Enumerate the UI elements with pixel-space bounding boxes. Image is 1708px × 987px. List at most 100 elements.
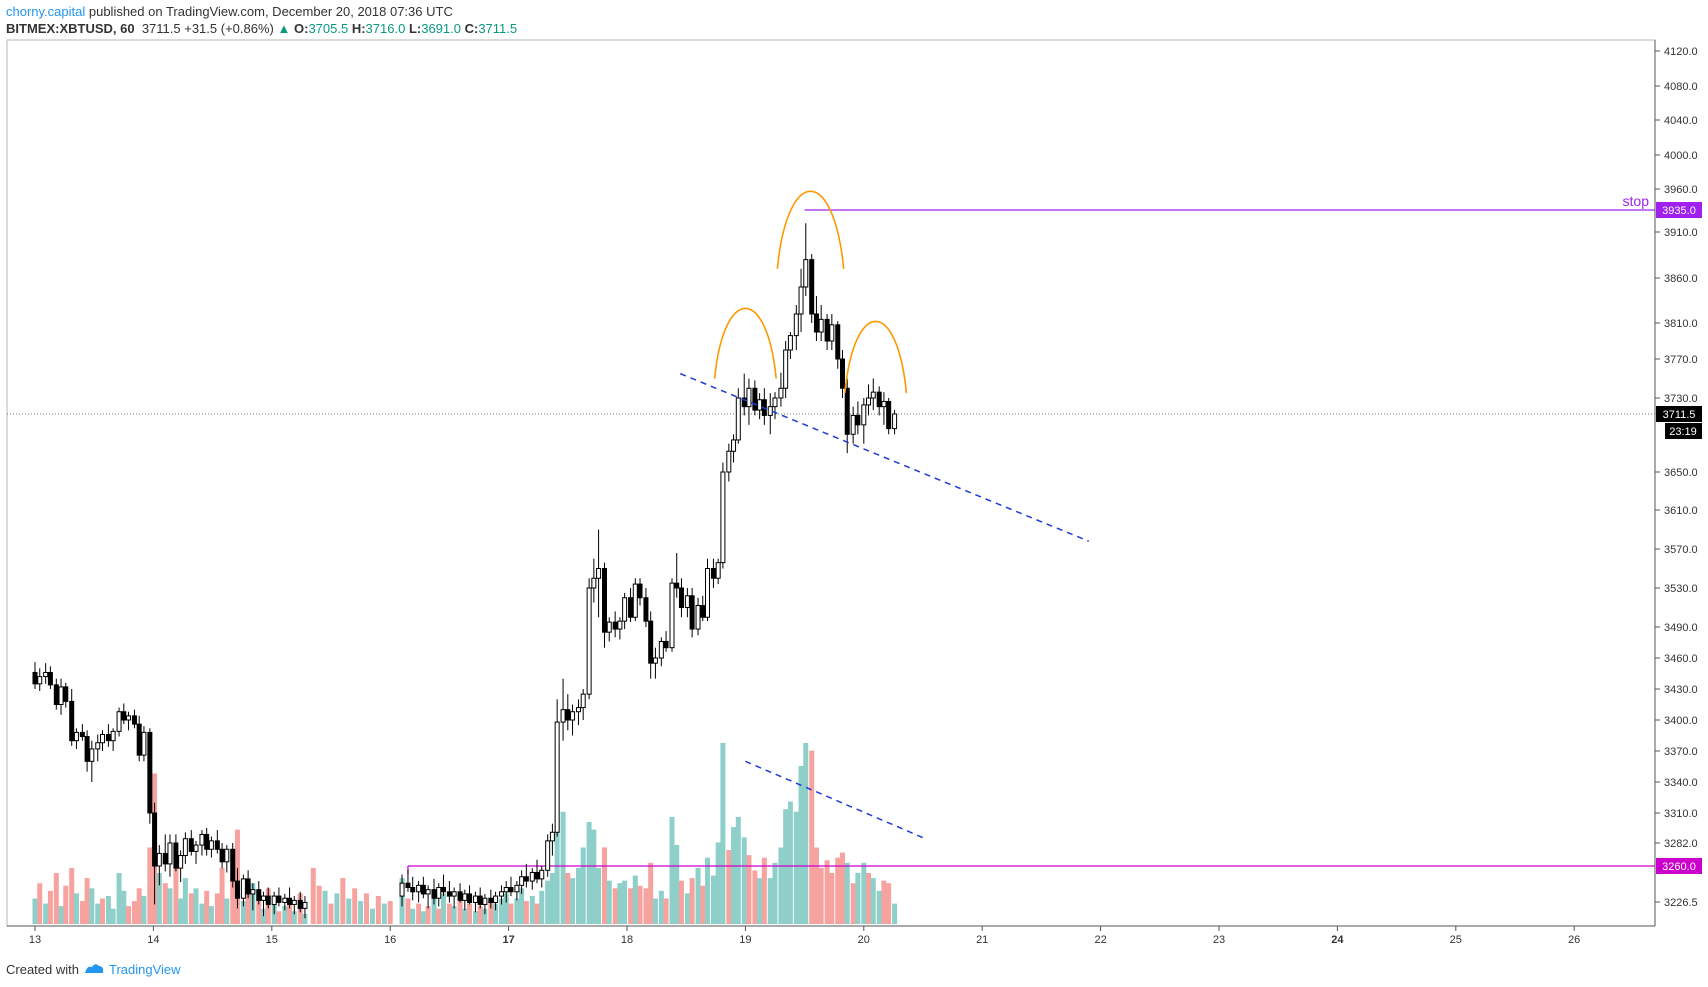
volume-bar xyxy=(472,911,478,924)
volume-bar xyxy=(658,890,664,924)
open-label: O: xyxy=(293,21,309,36)
candle-body xyxy=(99,733,105,744)
candle-body xyxy=(47,671,53,686)
y-tick-label: 3910.0 xyxy=(1664,227,1698,239)
candle-body xyxy=(554,721,560,833)
y-tick-label: 3650.0 xyxy=(1664,467,1698,479)
volume-bar xyxy=(420,911,426,924)
volume-bar xyxy=(282,906,288,924)
candle-body xyxy=(440,886,446,893)
volume-bar xyxy=(715,842,721,924)
volume-bar xyxy=(565,873,571,924)
y-tick-label: 3460.0 xyxy=(1664,653,1698,665)
footer: Created with TradingView xyxy=(6,961,181,978)
volume-bar xyxy=(861,862,867,924)
volume-bar xyxy=(850,883,856,924)
candle-body xyxy=(477,895,483,905)
volume-bar xyxy=(818,867,824,924)
volume-bar xyxy=(178,898,184,924)
candle-body xyxy=(240,878,246,899)
last-price-tag: 3711.5 xyxy=(1663,409,1696,421)
candle-body xyxy=(824,318,830,342)
volume-bar xyxy=(545,880,551,924)
candle-body xyxy=(591,577,597,589)
volume-bar xyxy=(529,895,535,924)
volume-bar xyxy=(375,895,381,924)
candle-body xyxy=(881,400,887,408)
candle-body xyxy=(839,358,845,389)
candle-body xyxy=(178,855,184,869)
volume-bar xyxy=(208,906,214,924)
volume-bar xyxy=(498,898,504,924)
volume-bar xyxy=(199,903,205,924)
volume-bar xyxy=(219,867,225,924)
candle-body xyxy=(167,842,173,865)
volume-bar xyxy=(121,890,127,924)
candle-body xyxy=(250,889,256,895)
candle-body xyxy=(182,838,188,857)
candle-body xyxy=(741,397,747,408)
candle-body xyxy=(105,733,111,742)
volume-bar xyxy=(95,903,101,924)
candle-body xyxy=(612,621,618,630)
author-link[interactable]: chorny.capital xyxy=(6,4,86,19)
candle-body xyxy=(892,413,898,430)
candle-body xyxy=(131,715,137,725)
candle-body xyxy=(861,404,867,426)
volume-bar xyxy=(37,883,43,924)
volume-bar xyxy=(364,893,370,924)
volume-bar xyxy=(612,888,618,924)
candle-body xyxy=(663,640,669,649)
volume-bar xyxy=(876,890,882,924)
candle-body xyxy=(539,869,545,880)
x-tick-label: 25 xyxy=(1450,934,1462,946)
volume-bar xyxy=(508,903,514,924)
candle-body xyxy=(291,899,297,905)
volume-bar xyxy=(839,852,845,924)
candle-body xyxy=(757,399,763,411)
y-tick-label: 3860.0 xyxy=(1664,273,1698,285)
volume-bar xyxy=(596,867,602,924)
candle-body xyxy=(514,884,520,893)
candle-body xyxy=(152,812,158,867)
symbol-label[interactable]: BITMEX:XBTUSD, 60 xyxy=(6,21,135,36)
volume-bar xyxy=(193,888,199,924)
y-tick-label: 4120.0 xyxy=(1664,46,1698,58)
volume-bar xyxy=(182,878,188,924)
candle-body xyxy=(534,871,540,880)
countdown-tag: 23:19 xyxy=(1669,426,1697,438)
candle-body xyxy=(684,595,690,608)
volume-bar xyxy=(606,880,612,924)
price-trendline xyxy=(679,372,1090,542)
y-tick-label: 3282.0 xyxy=(1664,838,1698,850)
candle-body xyxy=(829,324,835,342)
volume-bar xyxy=(735,816,741,924)
volume-bar xyxy=(322,890,328,924)
candle-body xyxy=(628,597,634,618)
volume-bar xyxy=(695,867,701,924)
candle-body xyxy=(529,871,535,882)
volume-bar xyxy=(126,906,132,924)
candle-body xyxy=(126,715,132,721)
candle-body xyxy=(199,833,205,846)
volume-bar xyxy=(793,811,799,924)
volume-bar xyxy=(628,888,634,924)
candle-body xyxy=(256,889,262,901)
volume-trendline xyxy=(745,760,924,839)
candle-body xyxy=(632,583,638,618)
candle-body xyxy=(58,686,64,706)
candle-body xyxy=(95,742,101,750)
tradingview-brand[interactable]: TradingView xyxy=(108,962,181,977)
candle-body xyxy=(523,876,529,882)
volume-bar xyxy=(560,811,566,924)
volume-bar xyxy=(519,888,525,924)
candle-body xyxy=(141,731,147,756)
candle-body xyxy=(32,671,38,685)
volume-bar xyxy=(141,895,147,924)
volume-bar xyxy=(632,875,638,924)
volume-bar xyxy=(291,911,297,924)
volume-bar xyxy=(741,837,747,924)
volume-bar xyxy=(586,822,592,924)
candle-body xyxy=(844,387,850,435)
